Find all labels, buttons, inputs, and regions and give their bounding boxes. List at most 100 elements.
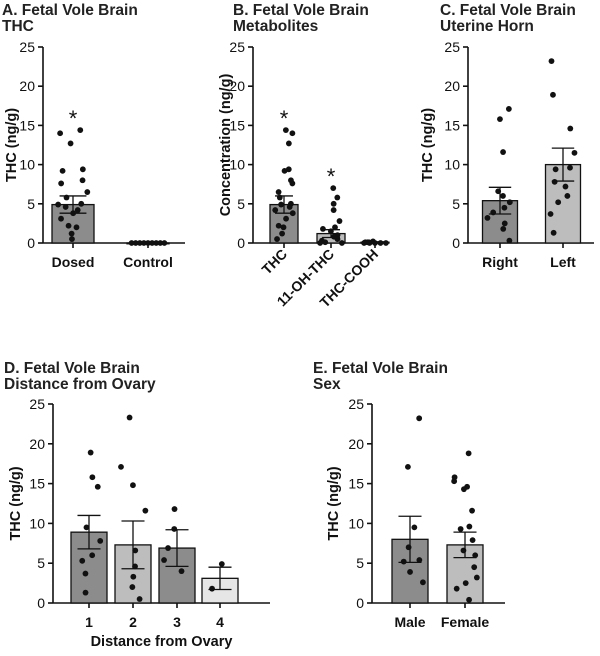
x-tick-label: 4: [216, 614, 224, 630]
data-point: [118, 463, 124, 470]
data-point: [68, 230, 75, 237]
data-point: [332, 224, 338, 231]
data-point: [282, 127, 289, 134]
data-point: [272, 207, 279, 213]
data-point: [320, 225, 326, 232]
y-tick-label: 10: [229, 157, 245, 173]
panel-subtitle: Sex: [313, 376, 341, 393]
data-point: [383, 240, 389, 246]
panel-title: B. Fetal Vole Brain: [233, 2, 369, 19]
data-point: [84, 189, 91, 195]
significance-marker: *: [69, 106, 78, 131]
data-point: [83, 524, 90, 531]
data-point: [330, 207, 337, 213]
data-point: [469, 507, 475, 514]
data-point: [275, 189, 282, 195]
data-point: [472, 552, 479, 559]
data-point: [130, 573, 137, 580]
data-point: [171, 506, 178, 512]
data-point: [89, 552, 96, 559]
data-point: [461, 486, 467, 493]
data-point: [126, 414, 133, 421]
y-axis-label: Concentration (ng/g): [218, 74, 234, 217]
y-tick-label: 10: [348, 515, 364, 531]
data-point: [451, 478, 458, 485]
y-tick-label: 15: [348, 476, 364, 492]
data-point: [279, 230, 285, 237]
data-point: [142, 507, 149, 514]
data-point: [73, 224, 80, 231]
data-point: [552, 166, 559, 173]
y-tick-label: 25: [444, 39, 460, 55]
data-point: [62, 204, 69, 210]
data-point: [334, 194, 341, 201]
data-point: [136, 240, 143, 246]
y-tick-label: 0: [27, 235, 35, 251]
data-point: [178, 568, 185, 575]
y-tick-label: 0: [237, 235, 245, 251]
y-tick-label: 15: [19, 117, 35, 133]
data-point: [484, 215, 491, 221]
data-point: [506, 199, 513, 206]
y-tick-label: 20: [444, 78, 460, 94]
data-point: [466, 523, 473, 530]
data-point: [278, 201, 285, 208]
x-tick-label: Male: [394, 614, 425, 630]
y-tick-label: 20: [348, 436, 364, 452]
y-tick-label: 15: [29, 476, 45, 492]
data-point: [473, 574, 480, 581]
x-tick-label: THC: [258, 246, 290, 278]
data-point: [209, 585, 215, 592]
data-point: [289, 130, 296, 137]
data-point: [128, 240, 135, 246]
data-point: [149, 240, 155, 246]
data-point: [548, 58, 555, 65]
y-tick-label: 25: [19, 39, 35, 55]
data-point: [405, 463, 411, 470]
data-point: [74, 207, 81, 213]
data-point: [551, 178, 558, 185]
y-tick-label: 5: [452, 196, 460, 212]
x-tick-label: Control: [123, 254, 173, 270]
y-tick-label: 5: [37, 555, 45, 571]
data-point: [567, 164, 573, 171]
y-tick-label: 0: [452, 235, 460, 251]
y-tick-label: 20: [19, 78, 35, 94]
data-point: [79, 177, 86, 184]
panel-subtitle: Metabolites: [233, 18, 318, 35]
panel-subtitle: Distance from Ovary: [4, 376, 156, 393]
data-point: [506, 237, 513, 244]
data-point: [58, 215, 64, 222]
data-point: [501, 204, 508, 211]
data-point: [420, 579, 426, 586]
data-point: [416, 557, 423, 563]
data-point: [550, 91, 556, 98]
data-point: [500, 193, 506, 199]
data-point: [571, 149, 578, 156]
data-point: [67, 140, 74, 147]
data-point: [82, 589, 89, 596]
data-point: [555, 199, 562, 206]
data-point: [130, 482, 136, 489]
y-tick-label: 25: [229, 39, 245, 55]
data-point: [505, 106, 512, 112]
x-tick-label: 3: [173, 614, 181, 630]
data-point: [132, 547, 139, 554]
data-point: [550, 229, 557, 236]
significance-marker: *: [327, 164, 336, 189]
x-tick-label: 2: [129, 614, 137, 630]
data-point: [286, 204, 293, 210]
y-axis-label: THC (ng/g): [8, 466, 24, 540]
data-point: [89, 474, 96, 481]
panel-title: A. Fetal Vole Brain: [2, 2, 138, 19]
data-point: [165, 545, 171, 551]
y-tick-label: 20: [229, 78, 245, 94]
y-tick-label: 5: [356, 555, 364, 571]
data-point: [416, 415, 423, 422]
data-point: [136, 596, 143, 602]
y-tick-label: 5: [27, 196, 35, 212]
data-point: [94, 483, 101, 490]
data-point: [336, 218, 343, 224]
